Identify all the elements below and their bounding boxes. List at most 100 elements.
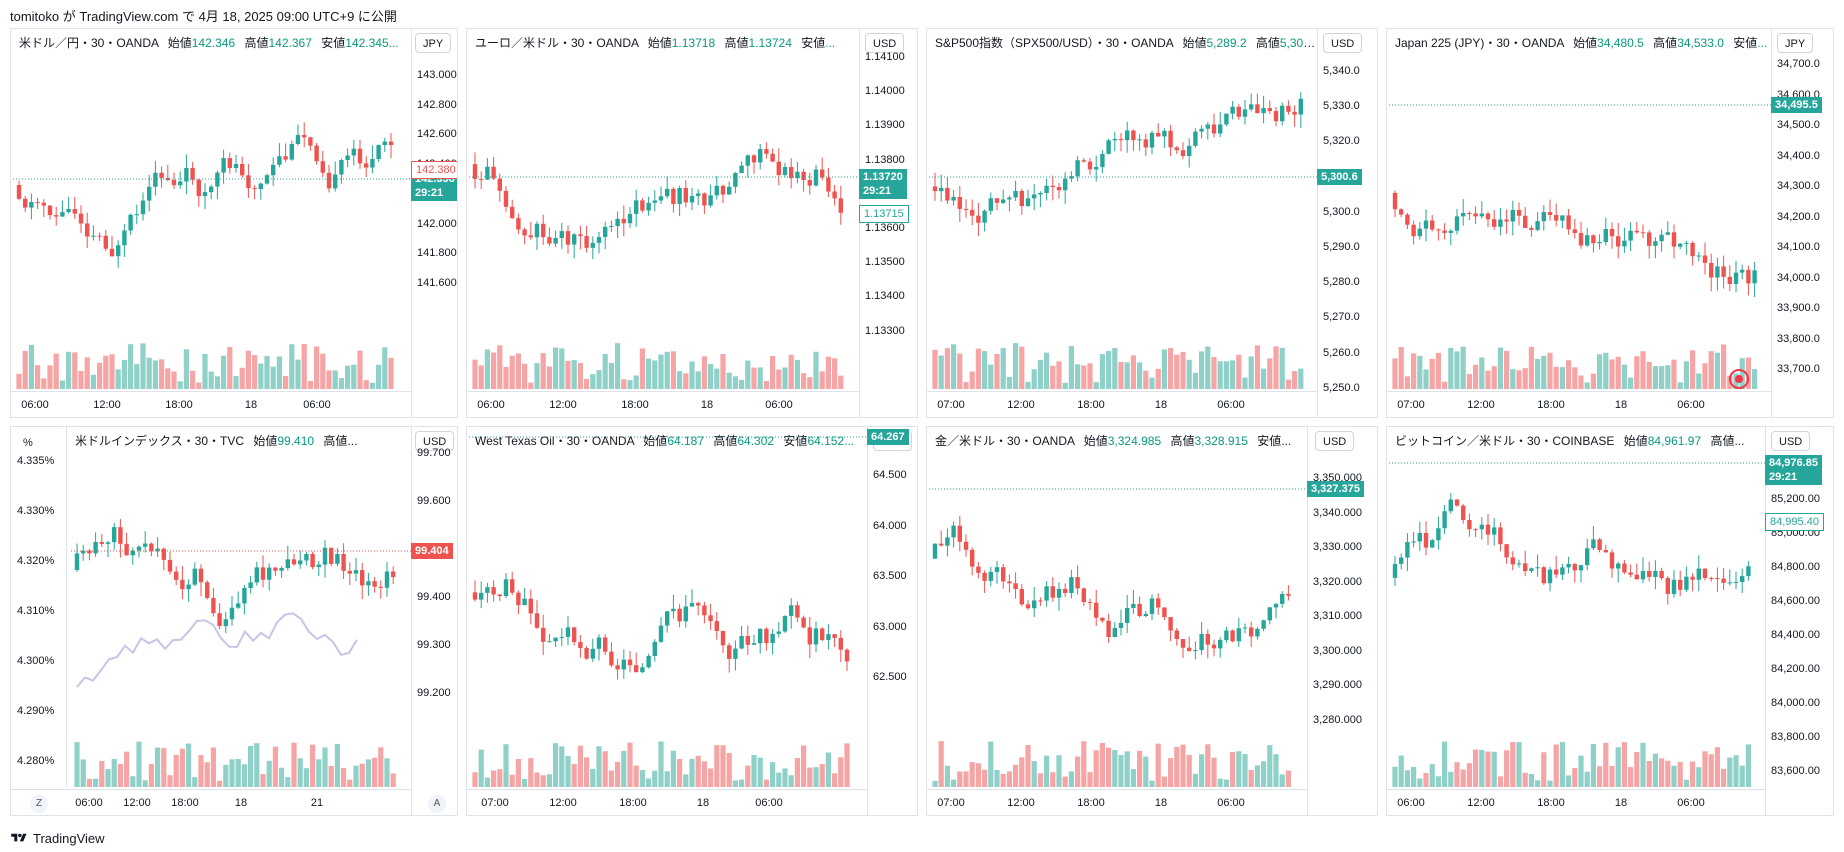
- candle-body: [1218, 124, 1223, 134]
- price-axis[interactable]: [867, 427, 917, 815]
- candle-body: [1746, 566, 1751, 577]
- candle-plot[interactable]: [11, 427, 411, 816]
- chart-panel-japan225[interactable]: Japan 225 (JPY)・30・OANDA 始値34,480.5 高値34…: [1386, 28, 1834, 418]
- candle-body: [596, 637, 602, 649]
- currency-button[interactable]: USD: [1323, 33, 1363, 53]
- candle-body: [1492, 527, 1497, 535]
- candle-plot[interactable]: [467, 29, 859, 418]
- volume-bar: [53, 353, 59, 389]
- candle-body: [1242, 109, 1248, 117]
- volume-bar: [1615, 356, 1621, 389]
- time-axis[interactable]: [1387, 789, 1765, 815]
- time-axis[interactable]: [11, 789, 411, 815]
- volume-bar: [173, 754, 179, 787]
- symbol-title[interactable]: 米ドル／円・30・OANDA 始値142.346 高値142.367 安値142…: [19, 36, 399, 50]
- chart-panel-xauusd[interactable]: 金／米ドル・30・OANDA 始値3,324.985 高値3,328.915 安…: [926, 426, 1378, 816]
- price-axis[interactable]: [411, 427, 457, 815]
- price-axis[interactable]: [1765, 427, 1833, 815]
- currency-button[interactable]: USD: [1771, 431, 1811, 451]
- candle-plot[interactable]: [927, 427, 1307, 816]
- symbol-title[interactable]: 金／米ドル・30・OANDA 始値3,324.985 高値3,328.915 安…: [935, 434, 1292, 448]
- volume-bar: [646, 358, 652, 389]
- time-axis-tick: 18:00: [165, 399, 193, 411]
- volume-bar: [590, 374, 596, 389]
- time-axis[interactable]: [11, 391, 411, 417]
- candle-body: [118, 527, 123, 544]
- auto-scale-a-button[interactable]: A: [428, 795, 446, 813]
- candle-body: [1560, 567, 1565, 575]
- time-axis-tick: 18:00: [619, 797, 647, 809]
- candle-body: [1131, 603, 1136, 608]
- volume-bar: [1161, 349, 1167, 389]
- currency-button[interactable]: JPY: [415, 33, 452, 53]
- candle-plot[interactable]: [467, 427, 867, 816]
- currency-button[interactable]: USD: [415, 431, 455, 451]
- volume-bar: [534, 363, 540, 389]
- candle-body: [85, 223, 90, 237]
- candle-body: [1504, 544, 1509, 558]
- volume-bar: [1442, 381, 1448, 389]
- time-axis-tick: 18: [696, 797, 710, 809]
- auto-scale-z-button[interactable]: Z: [30, 795, 48, 813]
- volume-bar: [93, 778, 99, 787]
- symbol-title[interactable]: Japan 225 (JPY)・30・OANDA 始値34,480.5 高値34…: [1395, 36, 1768, 50]
- price-axis[interactable]: [1307, 427, 1377, 815]
- candle-body: [202, 192, 208, 197]
- candle-plot[interactable]: [1387, 427, 1765, 816]
- time-axis[interactable]: [927, 391, 1317, 417]
- chart-panel-btcusd[interactable]: ビットコイン／米ドル・30・COINBASE 始値84,961.97 高値...…: [1386, 426, 1834, 816]
- currency-button[interactable]: USD: [1315, 431, 1355, 451]
- symbol-title[interactable]: West Texas Oil・30・OANDA 始値64.187 高値64.30…: [475, 434, 855, 448]
- candle-body: [1168, 130, 1173, 148]
- chart-panel-usdjpy[interactable]: 米ドル／円・30・OANDA 始値142.346 高値142.367 安値142…: [10, 28, 458, 418]
- candle-body: [1678, 579, 1683, 590]
- volume-bar: [1535, 358, 1541, 389]
- candle-body: [72, 208, 77, 214]
- volume-bar: [99, 760, 105, 787]
- volume-bar: [1702, 751, 1708, 787]
- volume-bar: [351, 364, 357, 389]
- price-axis-tick: 5,300.0: [1323, 205, 1360, 218]
- yield-axis[interactable]: [11, 427, 67, 787]
- candle-plot[interactable]: [927, 29, 1317, 418]
- candle-body: [807, 180, 812, 186]
- candle-body: [976, 215, 981, 223]
- currency-button[interactable]: JPY: [1777, 33, 1814, 53]
- candle-body: [776, 631, 781, 634]
- symbol-title[interactable]: 米ドルインデックス・30・TVC 始値99.410 高値...: [75, 434, 358, 448]
- volume-bar: [825, 356, 831, 389]
- price-axis[interactable]: [1317, 29, 1377, 417]
- volume-bar: [266, 760, 272, 787]
- time-axis[interactable]: [927, 789, 1307, 815]
- chart-panel-wti[interactable]: West Texas Oil・30・OANDA 始値64.187 高値64.30…: [466, 426, 918, 816]
- currency-button[interactable]: USD: [865, 33, 905, 53]
- price-axis[interactable]: [1771, 29, 1833, 417]
- volume-bar: [596, 370, 602, 389]
- volume-bar: [503, 366, 509, 389]
- volume-bar: [1752, 368, 1758, 389]
- price-axis[interactable]: [859, 29, 917, 417]
- volume-bar: [720, 745, 726, 787]
- candle-body: [1298, 98, 1303, 115]
- candle-body: [789, 167, 794, 179]
- volume-bar: [627, 380, 633, 389]
- volume-bar: [1118, 755, 1124, 787]
- symbol-title[interactable]: ユーロ／米ドル・30・OANDA 始値1.13718 高値1.13724 安値.…: [475, 36, 836, 50]
- chart-panel-dxy[interactable]: % 米ドルインデックス・30・TVC 始値99.410 高値... USD Z …: [10, 426, 458, 816]
- volume-bar: [1267, 745, 1273, 787]
- chart-panel-spx500[interactable]: S&P500指数（SPX500/USD）・30・OANDA 始値5,289.2 …: [926, 28, 1378, 418]
- chart-panel-eurusd[interactable]: ユーロ／米ドル・30・OANDA 始値1.13718 高値1.13724 安値.…: [466, 28, 918, 418]
- candle-plot[interactable]: [11, 29, 411, 418]
- time-axis[interactable]: [467, 789, 867, 815]
- time-axis[interactable]: [1387, 391, 1771, 417]
- footer-brand[interactable]: TradingView: [0, 824, 1844, 852]
- candle-body: [627, 213, 633, 224]
- symbol-title[interactable]: S&P500指数（SPX500/USD）・30・OANDA 始値5,289.2 …: [935, 36, 1317, 50]
- price-axis-tick: 99.700: [417, 447, 451, 459]
- symbol-title[interactable]: ビットコイン／米ドル・30・COINBASE 始値84,961.97 高値...: [1395, 434, 1745, 448]
- price-axis[interactable]: [411, 29, 457, 417]
- record-icon[interactable]: [1729, 369, 1749, 389]
- time-axis[interactable]: [467, 391, 859, 417]
- candle-plot[interactable]: [1387, 29, 1771, 418]
- volume-bar: [347, 779, 353, 787]
